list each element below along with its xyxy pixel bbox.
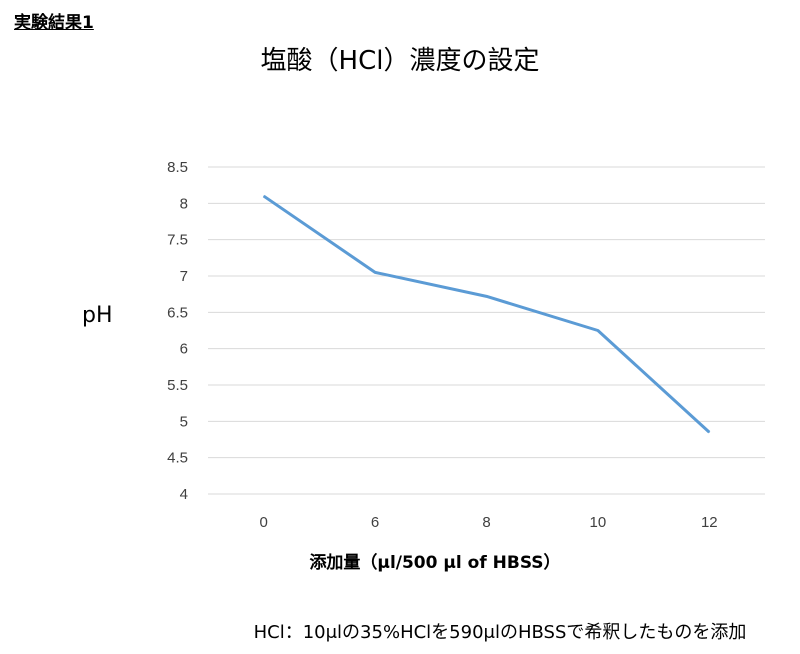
chart-title: 塩酸（HCl）濃度の設定 [260,46,540,76]
x-tick-label: 10 [590,514,607,531]
y-axis-label: pH [82,303,113,328]
gridlines [208,166,765,495]
y-tick-label: 5.5 [167,377,188,394]
series-line [262,194,711,434]
data-point [486,295,487,297]
x-tick-label: 12 [701,514,718,531]
x-axis-label: 添加量（μl/500 μl of HBSS） [309,553,561,573]
y-tick-label: 4 [180,486,188,503]
y-tick-label: 4.5 [167,450,188,467]
data-point [597,330,599,331]
y-tick-label: 6 [180,341,188,358]
y-tick-label: 6.5 [167,304,188,321]
x-tick-label: 6 [371,514,379,531]
data-point [708,431,710,433]
data-point [263,195,265,197]
x-tick-labels: 0 6 8 10 12 [260,514,718,531]
y-tick-label: 7 [180,268,188,285]
x-tick-label: 8 [482,514,490,531]
y-tick-label: 8.5 [167,159,188,176]
data-point [374,271,376,273]
series-lines [262,194,711,434]
y-tick-label: 7.5 [167,232,188,249]
y-tick-label: 5 [180,413,188,430]
section-title: 実験結果1 [14,13,94,33]
y-tick-labels: 4 4.5 5 5.5 6 6.5 7 7.5 8 8.5 [167,159,188,503]
footnote: HCl：10μlの35%HClを590μlのHBSSで希釈したものを添加 [253,622,747,643]
x-tick-label: 0 [260,514,268,531]
y-tick-label: 8 [180,195,188,212]
